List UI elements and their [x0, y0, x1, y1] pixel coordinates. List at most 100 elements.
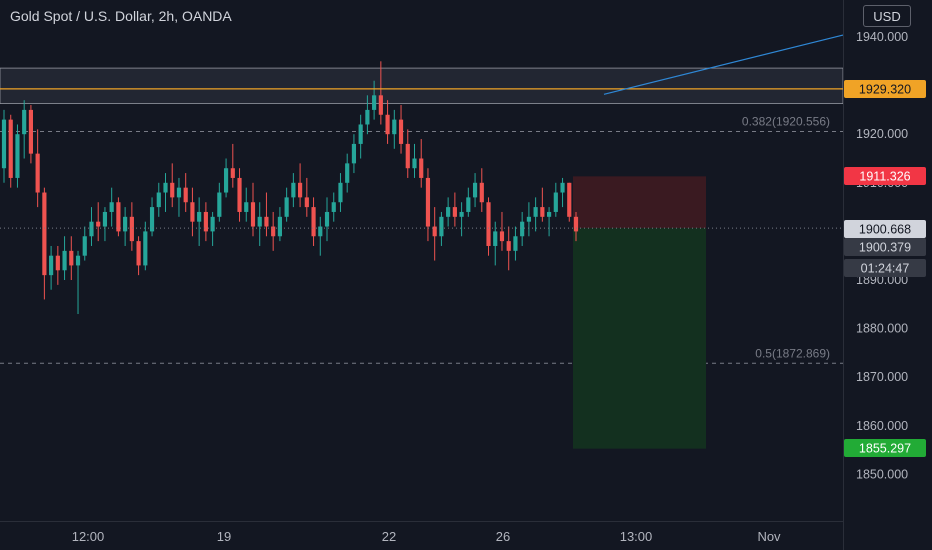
candle-body	[42, 192, 47, 276]
candle-body	[338, 182, 343, 203]
price-label-text: 1900.379	[859, 241, 911, 255]
price-label-box	[844, 238, 926, 256]
candle-body	[331, 202, 336, 212]
candle-body	[28, 109, 34, 154]
candle-body	[183, 187, 188, 203]
candle-body	[412, 158, 417, 169]
candle-body	[109, 202, 114, 212]
price-label-text: 1855.297	[859, 442, 911, 456]
candle-body	[486, 202, 491, 246]
candle-body	[217, 192, 222, 217]
candle-body	[82, 236, 87, 256]
y-tick-label: 1870.000	[856, 370, 908, 384]
candle-body	[203, 211, 208, 232]
x-tick-label: 26	[496, 529, 510, 544]
candle-body	[163, 182, 168, 193]
candle-body	[365, 109, 370, 125]
price-label-box	[844, 259, 926, 277]
candle-body	[271, 226, 276, 237]
candle-body	[49, 255, 54, 276]
price-label-text: 1911.326	[859, 170, 910, 184]
candle-body	[123, 216, 128, 232]
candle-body	[116, 202, 121, 232]
price-label-text: 1900.668	[859, 223, 911, 237]
candle-body	[8, 119, 13, 178]
y-tick-label: 1860.000	[856, 419, 908, 433]
candle-body	[264, 216, 269, 227]
candle-body	[446, 207, 451, 217]
candle-body	[102, 211, 108, 227]
candle-body	[372, 95, 377, 110]
price-label-box	[844, 80, 926, 98]
y-tick-label: 1850.000	[856, 467, 908, 481]
candle-body	[560, 182, 565, 193]
candle-body	[75, 255, 81, 266]
candle-body	[223, 168, 229, 193]
y-tick-label: 1920.000	[856, 127, 908, 141]
candle-body	[553, 192, 558, 212]
candle-body	[62, 250, 67, 271]
candle-body	[398, 119, 404, 144]
fib-level-label: 0.5(1872.869)	[755, 346, 830, 360]
candle-body	[439, 216, 444, 237]
candle-body	[96, 221, 101, 227]
candle-body	[540, 207, 545, 217]
candle-body	[257, 216, 262, 227]
candle-body	[291, 182, 296, 198]
symbol-title: Gold Spot / U.S. Dollar, 2h, OANDA	[10, 8, 232, 24]
candle-body	[493, 231, 498, 246]
candle-body	[129, 216, 134, 242]
candle-body	[345, 163, 350, 183]
candle-body	[170, 182, 175, 198]
candle-body	[284, 197, 289, 217]
candle-body	[459, 211, 464, 217]
currency-button[interactable]: USD	[863, 5, 911, 27]
candle-body	[506, 241, 511, 251]
price-label-text: 1929.320	[859, 83, 911, 97]
candle-body	[210, 216, 215, 232]
candle-body	[472, 182, 478, 198]
x-tick-label: Nov	[757, 529, 781, 544]
candle-body	[298, 182, 303, 198]
candle-body	[1, 119, 7, 169]
candle-body	[197, 211, 202, 222]
candle-body	[89, 221, 94, 237]
candle-body	[392, 119, 397, 135]
price-label-box	[844, 439, 926, 457]
trend-line	[603, 34, 844, 95]
candle-body	[405, 143, 410, 169]
candle-body	[250, 202, 256, 227]
candle-body	[230, 168, 235, 178]
x-tick-label: 13:00	[620, 529, 653, 544]
candle-body	[136, 241, 141, 266]
candle-body	[55, 255, 60, 271]
candle-body	[318, 226, 323, 237]
candle-body	[432, 226, 437, 237]
candle-body	[304, 197, 309, 208]
stop-loss-zone	[573, 176, 706, 229]
candle-body	[520, 221, 525, 237]
candle-body	[378, 95, 383, 115]
candle-body	[176, 187, 182, 198]
candle-body	[69, 250, 74, 266]
candle-body	[513, 236, 518, 251]
candle-body	[351, 143, 357, 164]
x-tick-label: 22	[382, 529, 396, 544]
candle-body	[419, 158, 424, 178]
candle-body	[143, 231, 148, 266]
candle-body	[546, 211, 552, 217]
candle-body	[311, 207, 316, 237]
candle-body	[526, 216, 531, 222]
candle-body	[35, 153, 40, 193]
fib-level-label: 0.382(1920.556)	[742, 114, 830, 128]
x-tick-label: 19	[217, 529, 231, 544]
candle-body	[324, 211, 330, 227]
candle-body	[533, 207, 538, 217]
candle-body	[499, 231, 505, 242]
candle-body	[15, 134, 20, 178]
candle-body	[237, 177, 242, 212]
y-tick-label: 1880.000	[856, 322, 908, 336]
take-profit-zone	[573, 228, 706, 449]
price-label-text: 01:24:47	[861, 262, 910, 276]
